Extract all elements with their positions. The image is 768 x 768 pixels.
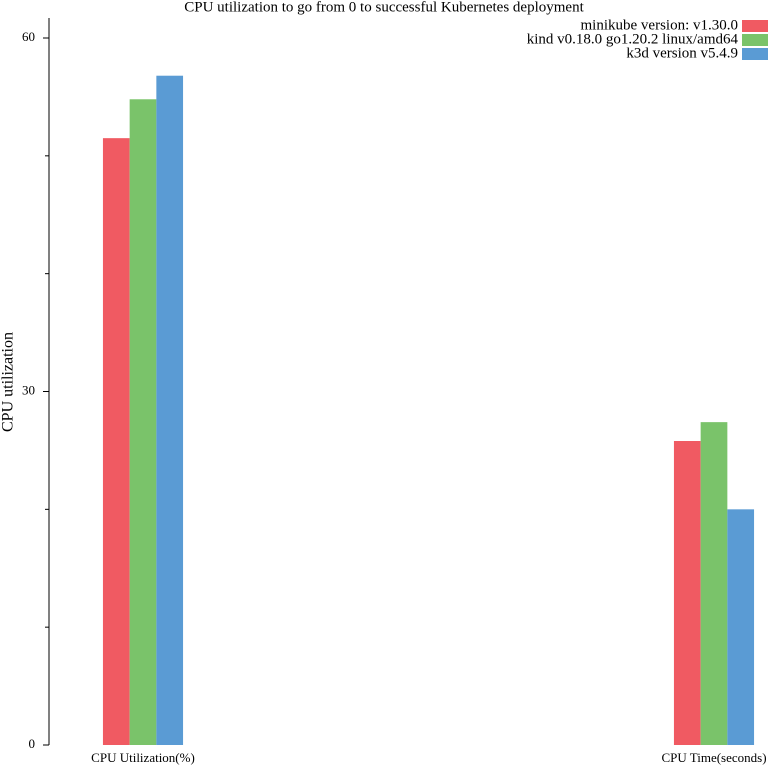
x-tick-label: CPU Utilization(%) — [91, 750, 195, 765]
y-tick-label: 30 — [22, 382, 35, 397]
y-tick-label: 0 — [29, 736, 36, 751]
legend-label: k3d version v5.4.9 — [626, 45, 738, 61]
y-axis-label: CPU utilization — [0, 332, 17, 432]
bar — [102, 138, 130, 746]
bar — [156, 75, 184, 745]
y-tick-label: 60 — [22, 29, 35, 44]
legend-swatch — [742, 48, 768, 60]
bar — [673, 440, 701, 745]
x-tick-label: CPU Time(seconds) — [661, 750, 766, 765]
bar — [700, 422, 728, 745]
chart-title: CPU utilization to go from 0 to successf… — [184, 0, 584, 15]
bar — [129, 99, 157, 746]
legend-swatch — [742, 34, 768, 46]
legend-label: kind v0.18.0 go1.20.2 linux/amd64 — [527, 31, 739, 47]
legend-swatch — [742, 20, 768, 32]
legend-label: minikube version: v1.30.0 — [581, 17, 739, 33]
bar — [727, 509, 755, 745]
